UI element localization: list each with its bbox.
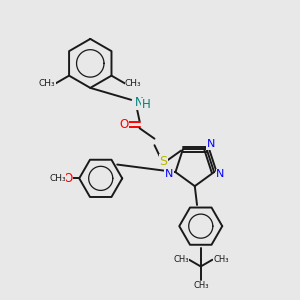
Text: CH₃: CH₃: [173, 255, 188, 264]
Text: CH₃: CH₃: [39, 79, 56, 88]
Text: CH₃: CH₃: [125, 79, 142, 88]
Text: CH₃: CH₃: [213, 255, 229, 264]
Text: CH₃: CH₃: [193, 281, 208, 290]
Text: S: S: [159, 155, 167, 168]
Text: N: N: [165, 169, 173, 179]
Text: N: N: [216, 169, 224, 179]
Text: CH₃: CH₃: [50, 174, 66, 183]
Text: O: O: [119, 118, 128, 131]
Text: N: N: [135, 96, 143, 109]
Text: N: N: [206, 139, 215, 149]
Text: O: O: [64, 172, 73, 185]
Text: H: H: [142, 98, 151, 111]
